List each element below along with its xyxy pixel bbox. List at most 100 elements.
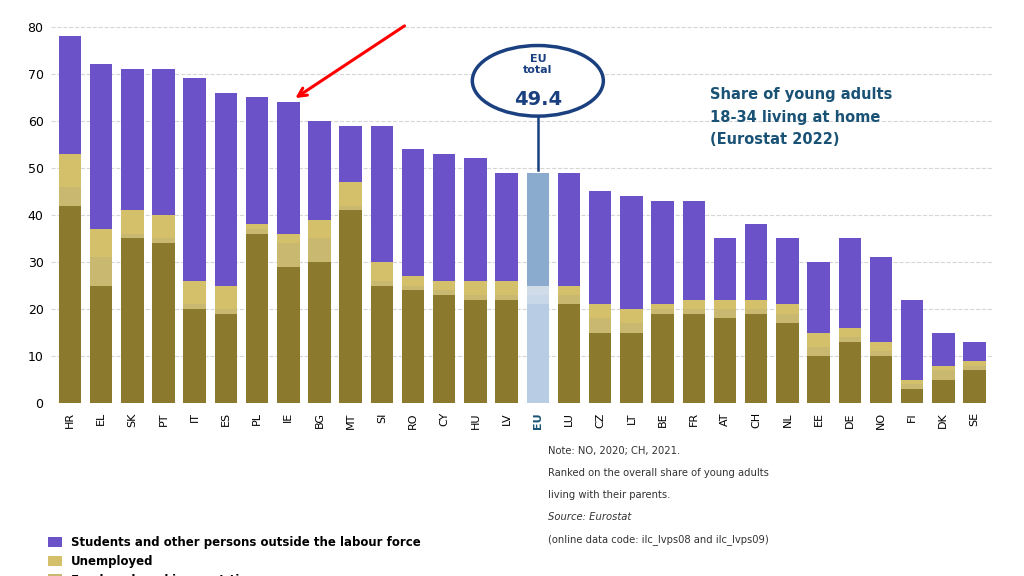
Text: Share of young adults
18-34 living at home
(Eurostat 2022): Share of young adults 18-34 living at ho… [710, 87, 892, 147]
Bar [683, 201, 706, 300]
Bar [153, 69, 175, 215]
Bar [932, 332, 954, 366]
Bar [621, 323, 643, 332]
Bar [651, 309, 674, 314]
Bar [558, 304, 581, 403]
Bar [401, 286, 424, 290]
Bar [869, 342, 892, 351]
Bar [558, 173, 581, 286]
Bar [589, 319, 611, 332]
Bar [869, 351, 892, 356]
Bar [278, 234, 299, 243]
Bar [246, 97, 268, 225]
Bar [308, 262, 331, 403]
Bar [183, 304, 206, 309]
Bar [121, 210, 143, 234]
Bar [308, 219, 331, 238]
Bar [651, 201, 674, 304]
Bar [215, 93, 238, 286]
Bar [90, 229, 113, 257]
Bar [932, 366, 954, 370]
Bar [745, 309, 767, 314]
Bar [464, 300, 486, 403]
Bar [371, 126, 393, 262]
Bar [526, 295, 549, 304]
Bar [807, 332, 829, 347]
Bar [964, 370, 986, 403]
Bar [464, 281, 486, 295]
Bar [433, 281, 456, 290]
Bar [215, 314, 238, 403]
Bar [433, 290, 456, 295]
Bar [745, 225, 767, 300]
Bar [246, 229, 268, 234]
Bar [153, 215, 175, 238]
Bar [153, 238, 175, 243]
Bar [714, 238, 736, 300]
Text: EU
total: EU total [523, 54, 553, 75]
Bar [621, 309, 643, 323]
Bar [745, 314, 767, 403]
Bar [932, 370, 954, 380]
Bar [651, 304, 674, 309]
Text: Source: Eurostat: Source: Eurostat [548, 512, 631, 522]
Bar [433, 295, 456, 403]
Bar [807, 356, 829, 403]
Bar [964, 366, 986, 370]
Bar [121, 238, 143, 403]
Bar [558, 295, 581, 304]
Bar [339, 206, 361, 210]
Bar [683, 300, 706, 309]
Bar [839, 338, 861, 342]
Text: 49.4: 49.4 [514, 90, 562, 109]
Bar [433, 154, 456, 281]
Bar [401, 149, 424, 276]
Bar [371, 262, 393, 281]
Bar [308, 238, 331, 262]
Bar [964, 361, 986, 366]
Bar [401, 276, 424, 286]
Bar [901, 380, 924, 384]
Bar [776, 238, 799, 304]
Bar [246, 225, 268, 229]
Bar [901, 389, 924, 403]
Bar [496, 300, 518, 403]
Bar [526, 304, 549, 403]
Bar [745, 300, 767, 309]
Bar [308, 121, 331, 219]
Bar [714, 309, 736, 319]
Bar [807, 262, 829, 332]
Bar [589, 304, 611, 319]
Bar [839, 342, 861, 403]
Text: Note: NO, 2020; CH, 2021.: Note: NO, 2020; CH, 2021. [548, 446, 680, 456]
Bar [278, 243, 299, 267]
Bar [121, 234, 143, 238]
Bar [58, 206, 81, 403]
Bar [869, 356, 892, 403]
Text: living with their parents.: living with their parents. [548, 490, 671, 500]
Bar [278, 102, 299, 234]
Bar [278, 267, 299, 403]
Bar [246, 234, 268, 403]
Bar [183, 309, 206, 403]
Bar [58, 154, 81, 187]
Bar [496, 173, 518, 281]
Legend: Students and other persons outside the labour force, Unemployed, Employed workin: Students and other persons outside the l… [48, 536, 421, 576]
Bar [901, 300, 924, 380]
Bar [183, 281, 206, 304]
Bar [683, 309, 706, 314]
Bar [683, 314, 706, 403]
Bar [932, 380, 954, 403]
Bar [121, 69, 143, 210]
Bar [901, 384, 924, 389]
Bar [964, 342, 986, 361]
Bar [839, 328, 861, 338]
Bar [807, 347, 829, 356]
Bar [90, 257, 113, 286]
Bar [526, 286, 549, 295]
Text: (online data code: ilc_lvps08 and ilc_lvps09): (online data code: ilc_lvps08 and ilc_lv… [548, 534, 769, 545]
Bar [714, 300, 736, 309]
Bar [90, 65, 113, 229]
Bar [401, 290, 424, 403]
Bar [651, 314, 674, 403]
